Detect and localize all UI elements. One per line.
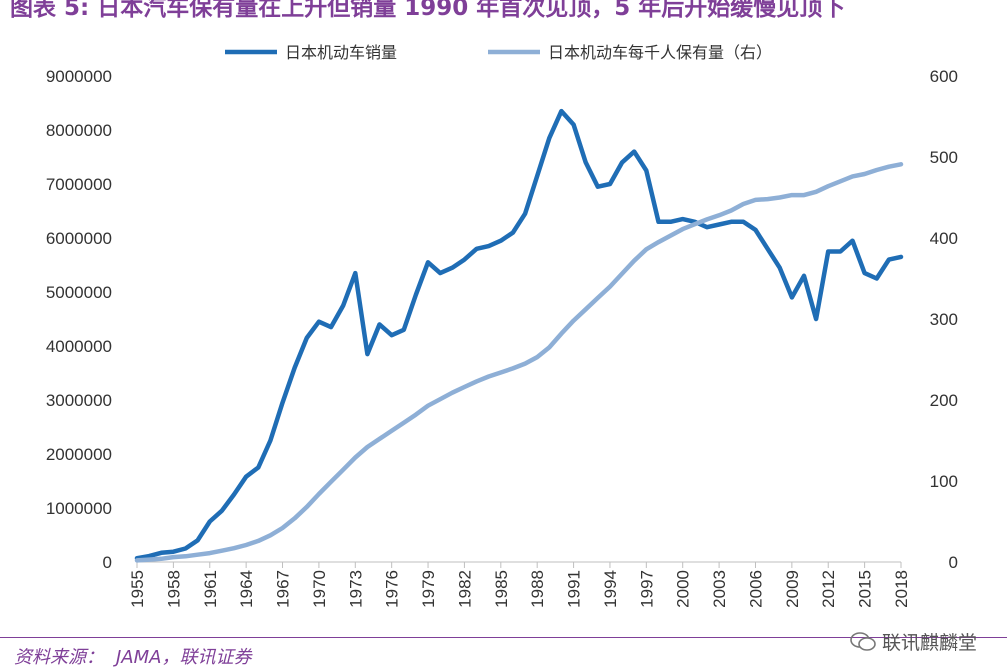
y-left-tick-label: 5000000 xyxy=(46,283,112,302)
y-left-tick-label: 9000000 xyxy=(46,67,112,86)
x-tick-label: 2012 xyxy=(819,570,838,608)
x-tick-label: 1973 xyxy=(346,570,365,608)
legend-label-2: 日本机动车每千人保有量（右） xyxy=(548,43,772,62)
source-note: 资料来源： JAMA，联讯证券 xyxy=(14,643,251,669)
y-right-tick-label: 0 xyxy=(949,553,958,572)
x-tick-label: 1961 xyxy=(201,570,220,608)
y-left-tick-label: 0 xyxy=(103,553,112,572)
y-right-tick-label: 400 xyxy=(930,229,958,248)
x-tick-label: 1970 xyxy=(310,570,329,608)
y-right-tick-label: 600 xyxy=(930,67,958,86)
y-left-tick-label: 1000000 xyxy=(46,499,112,518)
source-text: JAMA，联讯证券 xyxy=(116,647,252,668)
x-tick-label: 2015 xyxy=(856,570,875,608)
y-right-tick-label: 300 xyxy=(930,310,958,329)
watermark: 联讯麒麟堂 xyxy=(850,628,977,655)
legend-label-1: 日本机动车销量 xyxy=(285,43,397,62)
chart-title: 图表 5: 日本汽车保有量在上升但销量 1990 年首次见顶，5 年后开始缓慢见… xyxy=(10,0,846,21)
x-tick-label: 1979 xyxy=(419,570,438,608)
x-tick-label: 1958 xyxy=(164,570,183,608)
x-tick-label: 1976 xyxy=(383,570,402,608)
y-right-tick-label: 100 xyxy=(930,472,958,491)
x-tick-label: 1997 xyxy=(637,570,656,608)
y-left-tick-label: 7000000 xyxy=(46,175,112,194)
x-tick-label: 2006 xyxy=(746,570,765,608)
y-left-tick-label: 4000000 xyxy=(46,337,112,356)
legend: 日本机动车销量 日本机动车每千人保有量（右） xyxy=(225,43,772,62)
y-left-tick-label: 8000000 xyxy=(46,121,112,140)
x-tick-label: 1967 xyxy=(274,570,293,608)
wechat-icon xyxy=(850,631,876,651)
y-left-tick-label: 6000000 xyxy=(46,229,112,248)
y-right-tick-label: 200 xyxy=(930,391,958,410)
series-lines xyxy=(134,108,904,563)
x-tick-label: 2009 xyxy=(783,570,802,608)
x-tick-label: 2000 xyxy=(674,570,693,608)
series-line-1 xyxy=(134,108,904,561)
tick-labels: 1955 1958 1961 1964 1967 1970 1973 1976 1979 1982… xyxy=(46,67,958,608)
series-line-2 xyxy=(134,162,904,563)
source-divider xyxy=(0,637,1007,638)
x-tick-label: 1994 xyxy=(601,570,620,608)
y-right-tick-label: 500 xyxy=(930,148,958,167)
x-tick-label: 1982 xyxy=(455,570,474,608)
x-tick-label: 1988 xyxy=(528,570,547,608)
watermark-text: 联讯麒麟堂 xyxy=(881,632,977,654)
x-tick-label: 1985 xyxy=(492,570,511,608)
y-left-tick-label: 2000000 xyxy=(46,445,112,464)
axes xyxy=(136,561,902,568)
y-left-tick-label: 3000000 xyxy=(46,391,112,410)
x-tick-label: 1964 xyxy=(237,570,256,608)
x-tick-label: 2003 xyxy=(710,570,729,608)
x-tick-label: 1991 xyxy=(565,570,584,608)
x-tick-label: 2018 xyxy=(892,570,911,608)
source-label: 资料来源： xyxy=(14,647,104,668)
x-tick-label: 1955 xyxy=(128,570,147,608)
